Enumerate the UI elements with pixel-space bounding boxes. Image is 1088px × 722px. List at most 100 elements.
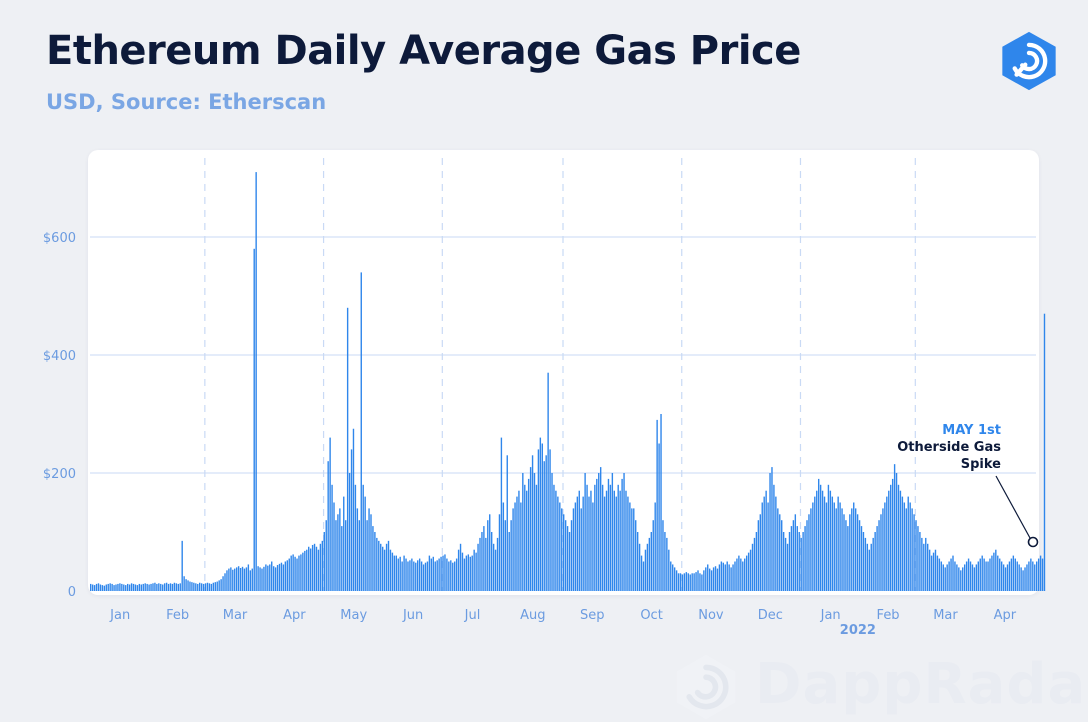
price-bar: [862, 532, 865, 591]
price-bar: [1020, 567, 1022, 591]
dappradar-watermark-icon: [676, 654, 736, 720]
price-bar: [370, 514, 372, 591]
price-bar: [339, 508, 341, 591]
price-bar: [627, 496, 629, 591]
price-bar: [810, 508, 812, 591]
price-bar: [940, 561, 943, 591]
price-bar: [695, 572, 697, 591]
price-bar: [660, 414, 662, 591]
price-bar: [119, 583, 121, 591]
price-bar: [777, 508, 779, 591]
price-bar: [563, 514, 565, 591]
price-bar: [864, 537, 867, 591]
price-bar: [280, 562, 283, 591]
price-bar: [590, 490, 592, 591]
price-bar: [899, 490, 902, 591]
price-bar: [454, 561, 456, 591]
price-bar: [241, 566, 244, 591]
price-bar: [411, 558, 413, 591]
price-bar: [650, 532, 652, 591]
price-bar: [946, 564, 948, 591]
price-bar: [963, 564, 966, 591]
price-bar: [446, 558, 448, 591]
price-bar: [502, 502, 505, 591]
price-bar: [237, 566, 240, 591]
price-bar: [997, 555, 999, 591]
price-bar: [518, 490, 520, 591]
price-bar: [915, 520, 917, 591]
price-bar: [358, 520, 361, 591]
price-bar: [383, 549, 386, 591]
price-bar: [304, 550, 306, 591]
price-bar: [642, 561, 645, 591]
price-bar: [311, 544, 314, 591]
dappradar-logo-icon[interactable]: [998, 30, 1060, 92]
price-bar: [670, 561, 672, 591]
price-bar: [652, 520, 654, 591]
price-bar: [697, 570, 699, 591]
price-bar: [187, 580, 189, 591]
price-bar: [866, 543, 869, 591]
price-bar: [831, 496, 834, 591]
price-bar: [239, 567, 242, 591]
price-bar: [734, 561, 736, 591]
price-bar: [459, 543, 462, 591]
price-bar: [364, 496, 366, 591]
price-bar: [448, 561, 450, 591]
price-bar: [973, 567, 976, 591]
annotation-date: MAY 1st: [942, 423, 1001, 438]
price-bar: [257, 566, 259, 591]
price-bar: [942, 564, 944, 591]
price-bar: [319, 543, 322, 591]
price-bar: [989, 558, 991, 591]
price-bar: [609, 484, 612, 591]
price-bar: [1012, 555, 1015, 591]
price-bar: [679, 573, 682, 591]
price-bar: [438, 558, 440, 591]
price-bar: [463, 558, 466, 591]
price-bar: [387, 540, 390, 591]
price-bar: [638, 543, 641, 591]
price-bar: [882, 508, 884, 591]
price-bar: [611, 473, 614, 591]
price-bar: [103, 585, 106, 591]
price-bar: [1000, 561, 1003, 591]
price-bar: [415, 562, 417, 591]
price-bar: [97, 583, 100, 591]
price-bar: [936, 555, 939, 591]
y-tick-label: 0: [68, 585, 76, 600]
price-bar: [888, 490, 890, 591]
price-bar: [218, 580, 220, 591]
price-bar: [214, 582, 216, 591]
price-bar: [786, 543, 789, 591]
price-bar: [167, 583, 170, 591]
price-bar: [348, 473, 351, 591]
price-bar: [771, 467, 773, 591]
price-bar: [376, 537, 378, 591]
price-bar: [290, 555, 292, 591]
price-bar: [494, 549, 497, 591]
price-bar: [323, 532, 325, 591]
price-bar: [261, 568, 263, 591]
x-tick-label: Apr: [283, 608, 306, 623]
price-bar: [687, 573, 689, 591]
price-bar: [897, 484, 900, 591]
price-bar: [430, 558, 433, 591]
price-bar: [917, 526, 919, 591]
price-bar: [95, 583, 98, 591]
price-bar: [206, 582, 209, 591]
price-bar: [171, 583, 174, 591]
price-bar: [230, 567, 232, 591]
price-bar: [821, 490, 824, 591]
price-bar: [527, 478, 530, 591]
price-bar: [825, 502, 828, 591]
price-bar: [962, 567, 964, 591]
price-bar: [1016, 561, 1018, 591]
price-bar: [728, 564, 730, 591]
price-bar: [1034, 564, 1036, 591]
price-bar: [282, 564, 285, 591]
price-bar: [121, 583, 123, 591]
price-bar: [165, 582, 168, 591]
price-bar: [919, 532, 921, 591]
price-bar: [134, 584, 137, 591]
